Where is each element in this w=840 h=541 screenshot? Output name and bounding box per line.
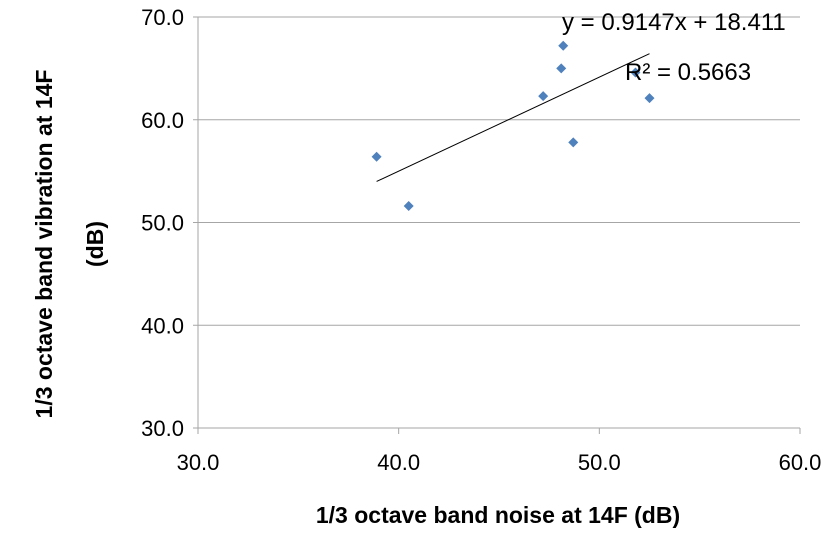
y-axis-title: 1/3 octave band vibration at 14F: [31, 70, 57, 419]
y-axis-title-group: 1/3 octave band vibration at 14F (dB): [31, 70, 108, 419]
y-axis-title-unit: (dB): [82, 221, 108, 267]
data-point: [538, 91, 549, 102]
trendline-r-squared: R² = 0.5663: [625, 59, 751, 86]
x-tick-label: 60.0: [779, 450, 822, 475]
trendline: [376, 53, 650, 182]
data-points: [371, 40, 655, 212]
y-tick-label: 40.0: [141, 313, 184, 338]
y-tick-label: 70.0: [141, 5, 184, 30]
x-axis-title: 1/3 octave band noise at 14F (dB): [316, 502, 680, 528]
tick-labels: 30.0 40.0 50.0 60.0 70.0 30.0 40.0 50.0 60.0: [141, 5, 821, 475]
data-point: [556, 63, 567, 74]
gridlines: [198, 16, 800, 326]
trendline-equation: y = 0.9147x + 18.411: [562, 9, 786, 36]
y-tick-label: 50.0: [141, 211, 184, 236]
x-tick-label: 50.0: [578, 450, 621, 475]
data-point: [371, 151, 382, 162]
trendline-group: [376, 53, 650, 182]
data-point: [644, 93, 655, 104]
y-tick-label: 30.0: [141, 416, 184, 441]
data-point: [403, 201, 414, 212]
y-tick-label: 60.0: [141, 108, 184, 133]
data-point: [568, 137, 579, 148]
data-point: [558, 40, 569, 51]
axes: [193, 16, 801, 434]
x-tick-label: 30.0: [177, 450, 220, 475]
x-tick-label: 40.0: [377, 450, 420, 475]
data-point: [630, 67, 641, 78]
